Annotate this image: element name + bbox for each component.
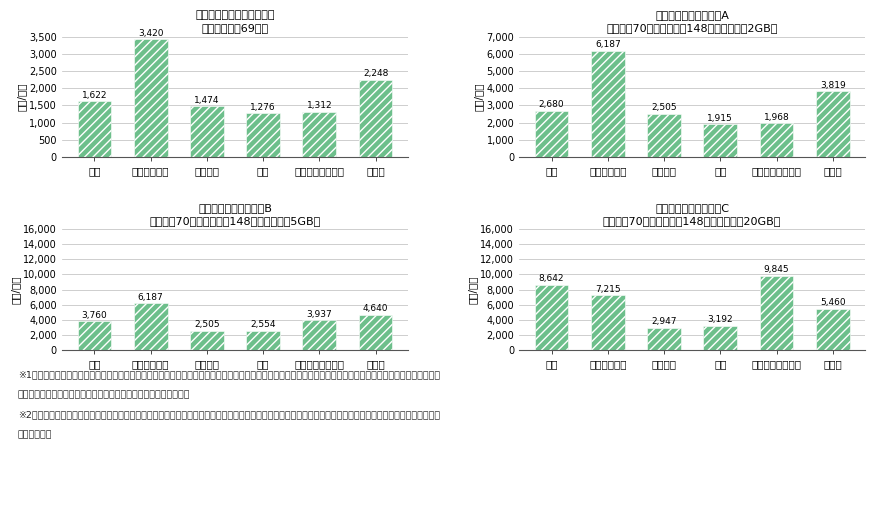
- Bar: [246, 113, 280, 157]
- Bar: [816, 309, 849, 350]
- Text: 3,937: 3,937: [306, 310, 332, 318]
- Y-axis label: （円/月）: （円/月）: [11, 275, 20, 304]
- Text: 2,554: 2,554: [251, 320, 275, 329]
- Text: 2,680: 2,680: [539, 100, 564, 110]
- Y-axis label: （円/月）: （円/月）: [16, 82, 26, 111]
- Text: 2,248: 2,248: [363, 69, 389, 78]
- Text: 4,640: 4,640: [363, 304, 389, 313]
- Text: 5,460: 5,460: [820, 298, 846, 307]
- Text: 通信の利用実態からモデル料金を算定し月々の支払額を比較。: 通信の利用実態からモデル料金を算定し月々の支払額を比較。: [18, 390, 190, 399]
- Bar: [358, 80, 392, 157]
- Bar: [303, 320, 336, 350]
- Text: ※1　フィーチャーフォンについては、音声のみの料金プランで月々の支払額を比較。スマートフォンについては、我が国の携帯電話による通話、メール、データ: ※1 フィーチャーフォンについては、音声のみの料金プランで月々の支払額を比較。ス…: [18, 371, 440, 379]
- Bar: [190, 331, 223, 350]
- Text: 3,760: 3,760: [81, 311, 108, 320]
- Text: 8,642: 8,642: [539, 274, 564, 283]
- Text: 2,947: 2,947: [652, 317, 676, 326]
- Title: スマートフォンユーザA
（音声月70分・メール月148通・データ月2GB）: スマートフォンユーザA （音声月70分・メール月148通・データ月2GB）: [607, 10, 778, 33]
- Text: 9,845: 9,845: [764, 265, 789, 274]
- Text: 1,276: 1,276: [250, 103, 275, 112]
- Y-axis label: （円/月）: （円/月）: [473, 82, 484, 111]
- Bar: [246, 330, 280, 350]
- Bar: [816, 91, 849, 157]
- Bar: [647, 327, 681, 350]
- Text: 1,915: 1,915: [707, 114, 733, 123]
- Title: スマートフォンユーザC
（音声月70分・メール月148通・データ月20GB）: スマートフォンユーザC （音声月70分・メール月148通・データ月20GB）: [603, 203, 781, 226]
- Bar: [303, 112, 336, 157]
- Text: 2,505: 2,505: [652, 103, 677, 112]
- Text: 1,968: 1,968: [764, 113, 789, 122]
- Bar: [591, 51, 624, 157]
- Text: 2,505: 2,505: [194, 321, 220, 329]
- Bar: [591, 295, 624, 350]
- Title: スマートフォンユーザB
（音声月70分・メール月148通・データ月5GB）: スマートフォンユーザB （音声月70分・メール月148通・データ月5GB）: [149, 203, 321, 226]
- Text: が必要。: が必要。: [18, 430, 52, 439]
- Text: 6,187: 6,187: [138, 293, 163, 302]
- Bar: [535, 111, 569, 157]
- Text: 1,622: 1,622: [81, 91, 107, 100]
- Text: ※2　電気通信サービスに係る料金については、各国とも通常料金・割引料金の別を始め、様々な体系が存在し、利用形態により要する料金が異なること等に留意: ※2 電気通信サービスに係る料金については、各国とも通常料金・割引料金の別を始め…: [18, 410, 440, 419]
- Text: 3,819: 3,819: [819, 81, 846, 90]
- Bar: [190, 106, 223, 157]
- Text: 1,312: 1,312: [306, 101, 332, 110]
- Text: 3,192: 3,192: [707, 315, 733, 324]
- Bar: [358, 315, 392, 350]
- Text: 6,187: 6,187: [595, 40, 621, 49]
- Bar: [759, 123, 793, 157]
- Bar: [78, 101, 111, 157]
- Bar: [134, 39, 168, 157]
- Bar: [704, 326, 737, 350]
- Y-axis label: （円/月）: （円/月）: [467, 275, 478, 304]
- Bar: [647, 114, 681, 157]
- Bar: [535, 284, 569, 350]
- Bar: [78, 322, 111, 350]
- Text: 3,420: 3,420: [138, 29, 163, 38]
- Bar: [134, 303, 168, 350]
- Bar: [759, 276, 793, 350]
- Text: 7,215: 7,215: [595, 285, 621, 294]
- Bar: [704, 124, 737, 157]
- Text: 1,474: 1,474: [194, 96, 220, 105]
- Title: フィーチャーフォンユーザ
（音声のみ月69分）: フィーチャーフォンユーザ （音声のみ月69分）: [195, 10, 275, 33]
